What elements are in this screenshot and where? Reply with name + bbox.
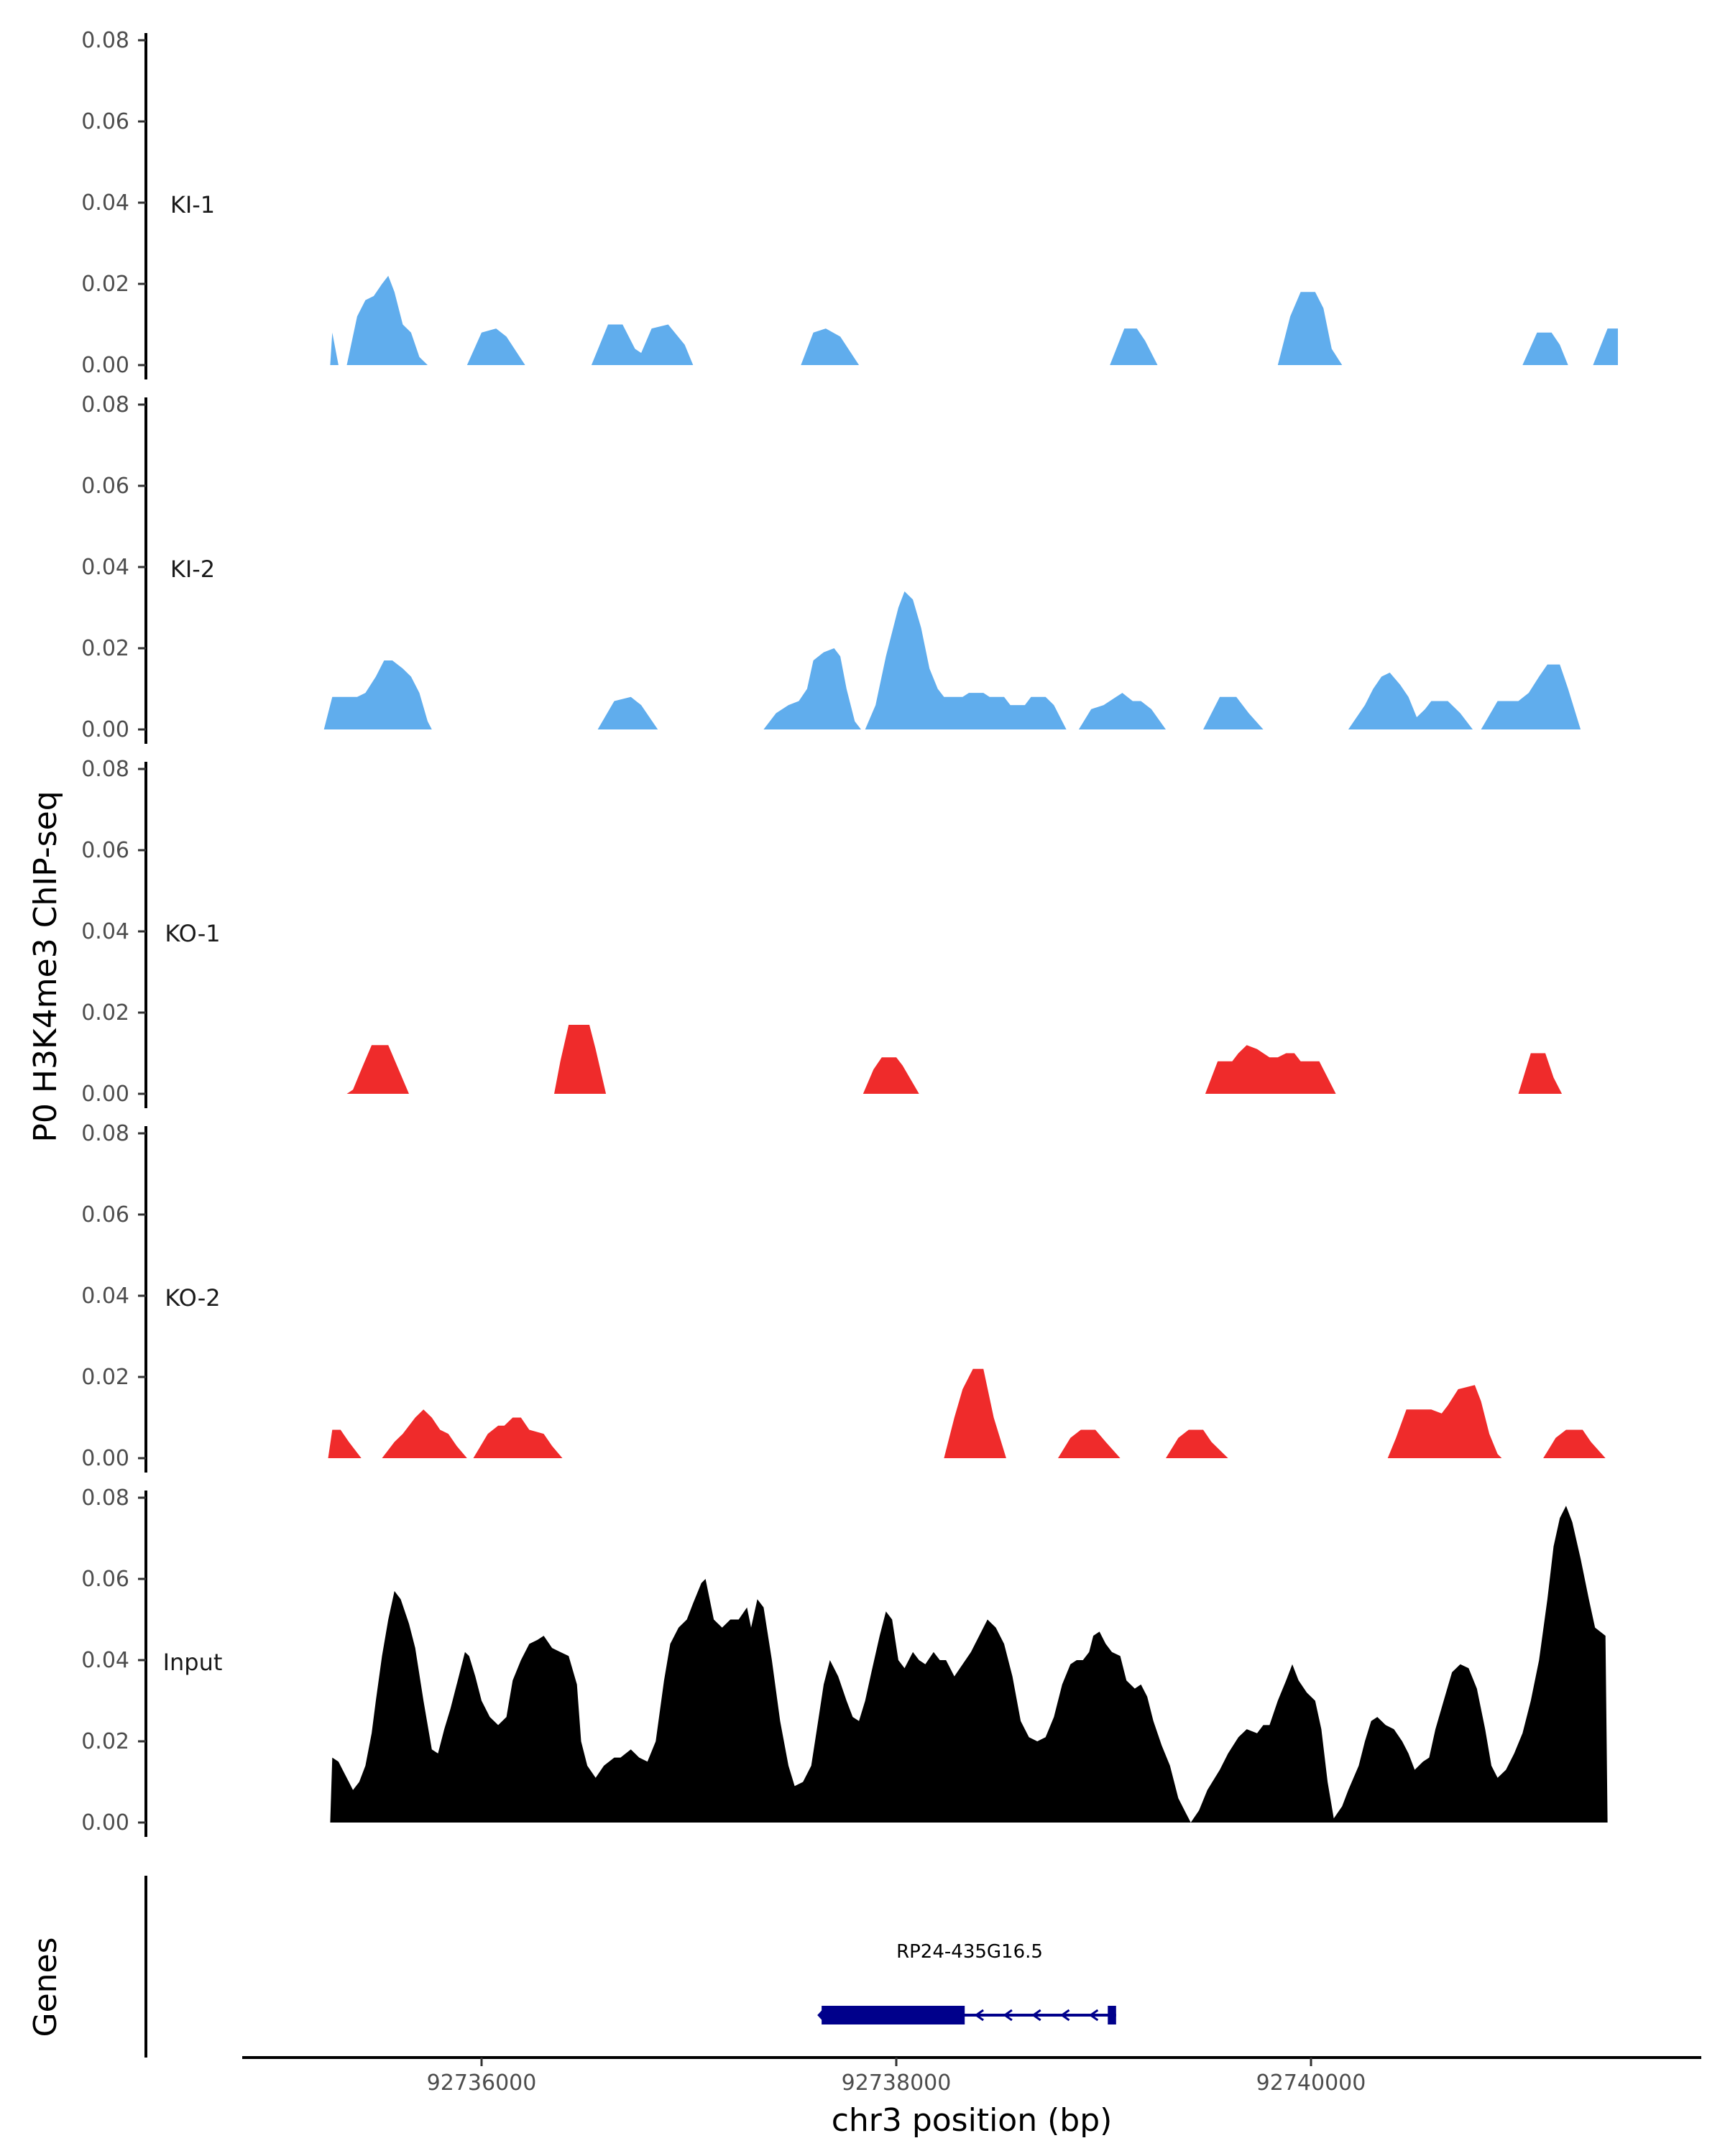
track-label: KI-1 xyxy=(170,191,215,218)
strand-arrow-icon xyxy=(1059,2009,1070,2022)
strand-arrow-icon xyxy=(1031,2009,1041,2022)
y-tick-label: 0.08 xyxy=(81,1121,129,1146)
y-tick-label: 0.02 xyxy=(81,1729,129,1754)
y-tick-label: 0.06 xyxy=(81,109,129,134)
x-axis-title: chr3 position (bp) xyxy=(832,2102,1113,2139)
gene-exon xyxy=(822,2006,965,2024)
y-tick-label: 0.08 xyxy=(81,392,129,418)
y-tick-label: 0.00 xyxy=(81,353,129,378)
coverage-area xyxy=(330,275,1618,365)
x-axis: 92736000 92738000 92740000 xyxy=(242,2056,1701,2096)
track-label: KO-2 xyxy=(165,1284,220,1312)
y-tick-label: 0.06 xyxy=(81,1567,129,1592)
coverage-area xyxy=(346,1025,1563,1094)
y-tick-label: 0.02 xyxy=(81,272,129,297)
track-label: Input xyxy=(163,1649,223,1676)
genes-panel-title: Genes xyxy=(27,1937,64,2037)
y-tick-label: 0.04 xyxy=(81,190,129,216)
y-tick-label: 0.04 xyxy=(81,1284,129,1309)
track-panel: 0.00 0.02 0.04 0.06 0.08 KO-1 xyxy=(81,757,1563,1108)
strand-arrow-icon xyxy=(974,2009,984,2022)
y-tick-label: 0.00 xyxy=(81,1446,129,1471)
x-tick-label: 92736000 xyxy=(427,2070,537,2096)
track-label: KI-2 xyxy=(170,556,215,583)
y-tick-label: 0.02 xyxy=(81,1365,129,1390)
y-tick-label: 0.02 xyxy=(81,1000,129,1026)
coverage-area xyxy=(323,591,1581,729)
y-tick-label: 0.06 xyxy=(81,1202,129,1227)
y-tick-label: 0.08 xyxy=(81,1485,129,1511)
y-tick-label: 0.04 xyxy=(81,555,129,580)
y-tick-label: 0.02 xyxy=(81,636,129,661)
y-tick-label: 0.08 xyxy=(81,28,129,53)
x-tick-label: 92740000 xyxy=(1256,2070,1366,2096)
track-panel: 0.00 0.02 0.04 0.06 0.08 Input xyxy=(81,1485,1608,1837)
gene-exon xyxy=(1108,2006,1116,2024)
y-tick-label: 0.04 xyxy=(81,919,129,944)
track-panel: 0.00 0.02 0.04 0.06 0.08 KI-1 xyxy=(81,28,1618,379)
tracks-layer: 0.00 0.02 0.04 0.06 0.08 KI-1 0.00 0.02 0.04 0.06… xyxy=(81,28,1618,1837)
y-tick-label: 0.08 xyxy=(81,757,129,782)
track-panel: 0.00 0.02 0.04 0.06 0.08 KI-2 xyxy=(81,392,1581,744)
y-tick-label: 0.06 xyxy=(81,838,129,863)
coverage-area xyxy=(330,1506,1608,1823)
track-label: KO-1 xyxy=(165,920,220,947)
strand-arrow-icon xyxy=(1003,2009,1013,2022)
y-axis-title: P0 H3K4me3 ChIP-seq xyxy=(27,791,64,1142)
strand-arrow-icon xyxy=(1088,2009,1099,2022)
gene-start-arrow-icon xyxy=(817,2006,827,2024)
y-tick-label: 0.00 xyxy=(81,1082,129,1107)
y-tick-label: 0.04 xyxy=(81,1648,129,1673)
gene-label: RP24-435G16.5 xyxy=(896,1941,1043,1963)
y-tick-label: 0.00 xyxy=(81,717,129,742)
track-panel: 0.00 0.02 0.04 0.06 0.08 KO-2 xyxy=(81,1121,1606,1473)
x-tick-label: 92738000 xyxy=(842,2070,952,2096)
coverage-area xyxy=(328,1368,1606,1458)
genes-panel: Genes RP24-435G16.5 xyxy=(27,1876,1116,2058)
y-tick-label: 0.06 xyxy=(81,474,129,499)
y-tick-label: 0.00 xyxy=(81,1810,129,1835)
